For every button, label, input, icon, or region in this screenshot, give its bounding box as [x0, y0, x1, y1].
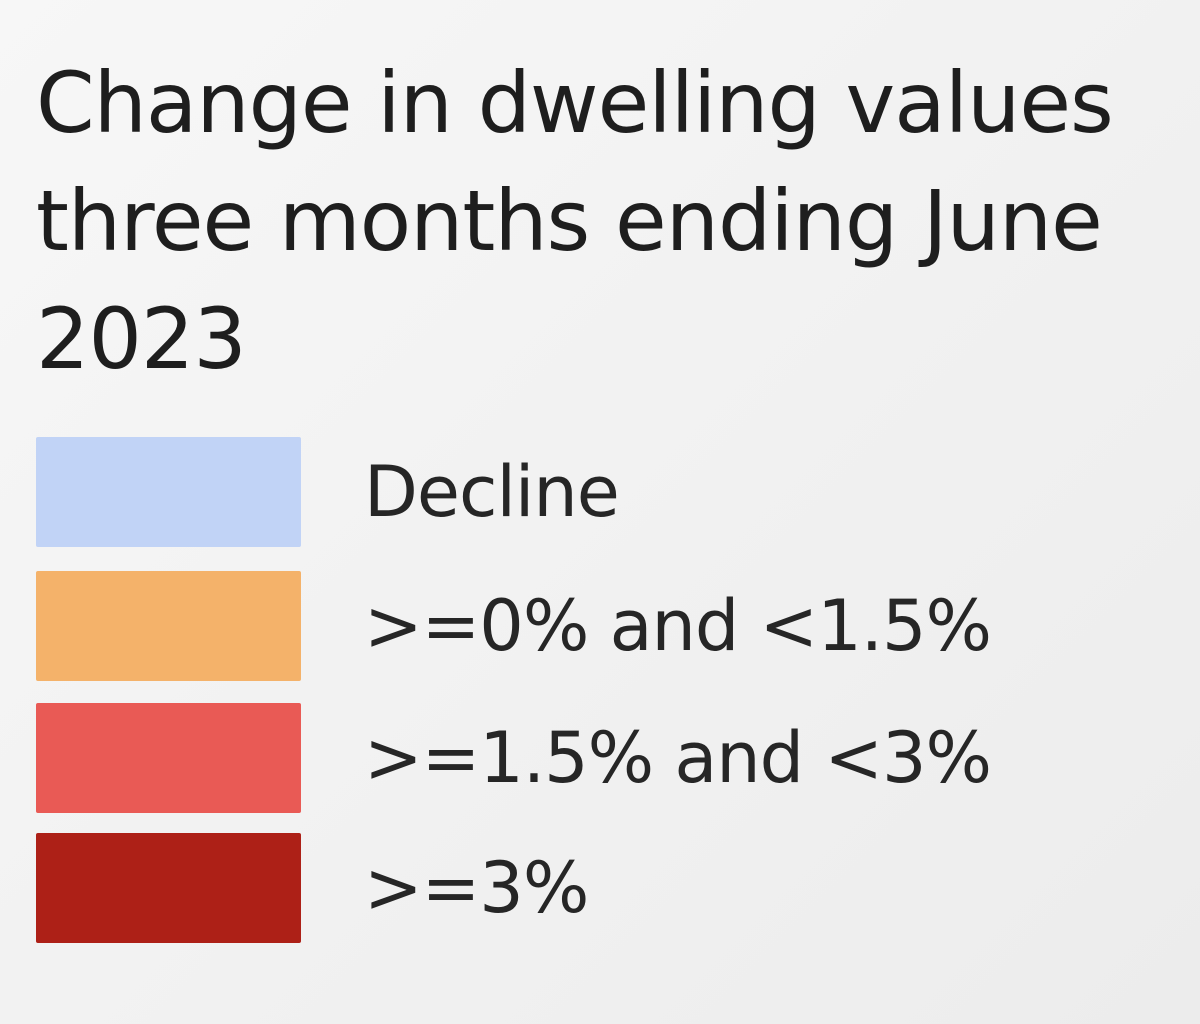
legend-item-1-5-to-3: >=1.5% and <3% — [36, 703, 1156, 813]
legend-swatch-decline — [36, 437, 301, 547]
legend-swatch-3-plus — [36, 833, 301, 943]
legend-label-3-plus: >=3% — [364, 847, 589, 929]
legend-swatch-0-to-1-5 — [36, 571, 301, 681]
legend-item-decline: Decline — [36, 437, 1156, 547]
legend-title: Change in dwelling values three months e… — [36, 54, 1114, 388]
legend-label-1-5-to-3: >=1.5% and <3% — [364, 717, 992, 799]
legend-item-3-plus: >=3% — [36, 833, 1156, 943]
legend-label-0-to-1-5: >=0% and <1.5% — [364, 585, 992, 667]
legend-label-decline: Decline — [364, 451, 620, 533]
legend-swatch-1-5-to-3 — [36, 703, 301, 813]
legend-item-0-to-1-5: >=0% and <1.5% — [36, 571, 1156, 681]
